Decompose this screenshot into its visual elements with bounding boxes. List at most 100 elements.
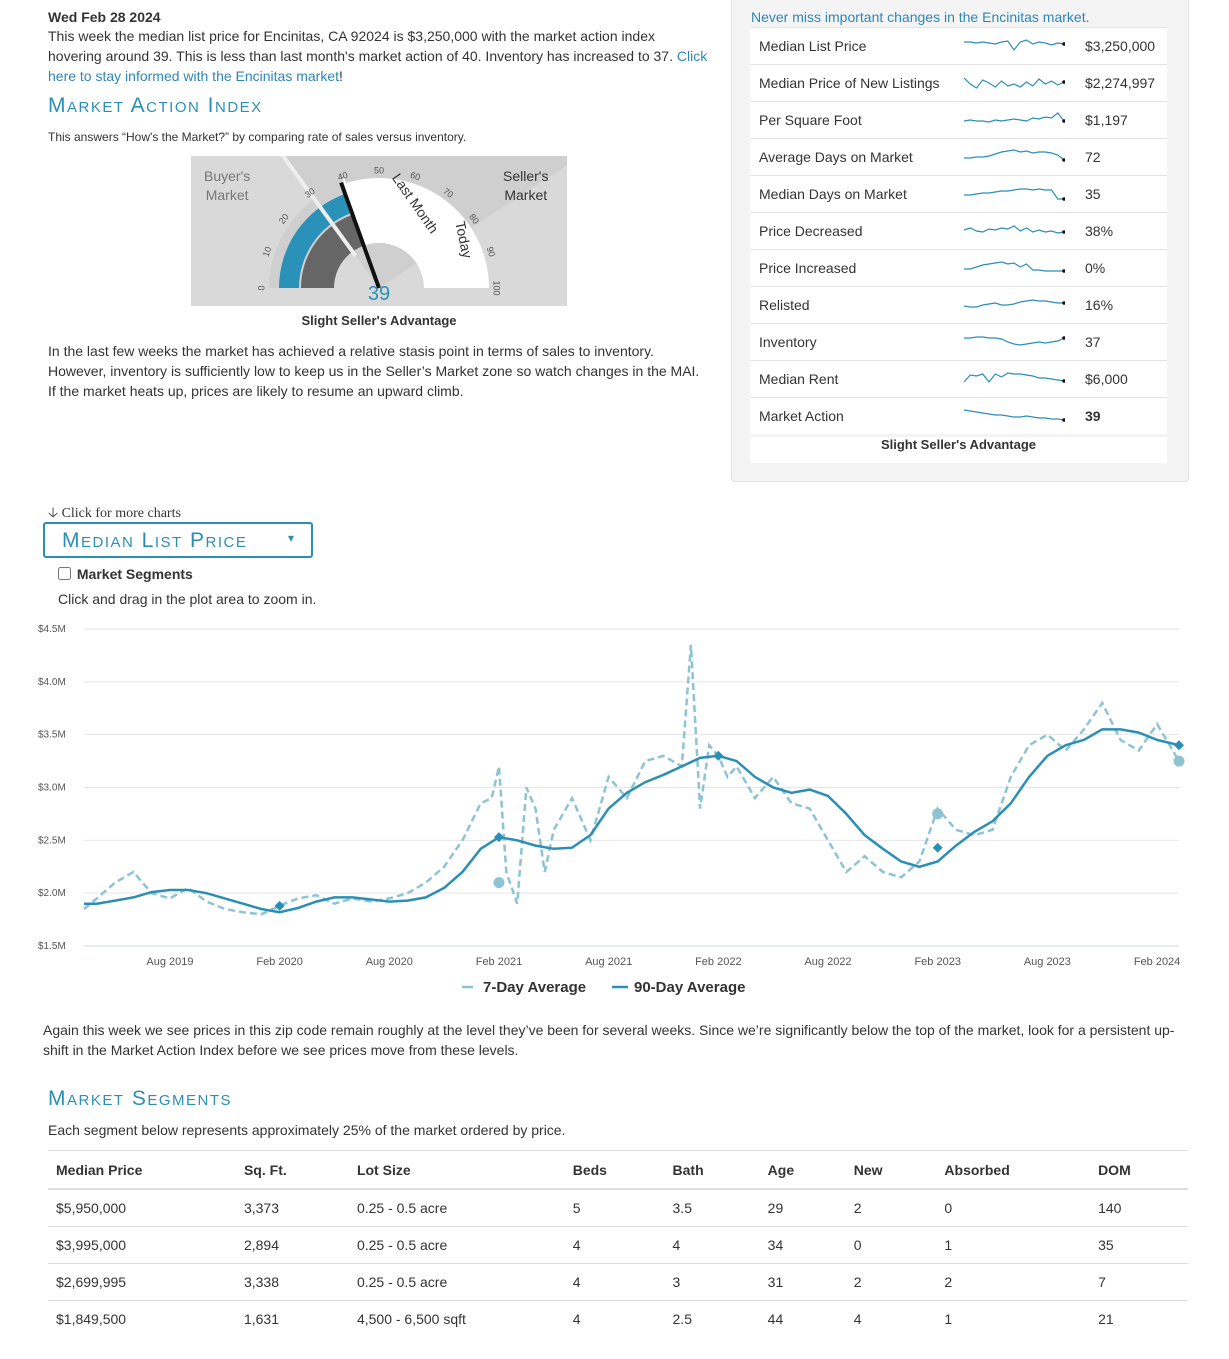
price-chart[interactable]: $4.5M $4.0M $3.5M $3.0M $2.5M $2.0M $1.5M Aug 2… (0, 615, 1229, 1010)
sparkline-dot (1062, 158, 1065, 162)
table-cell: $5,950,000 (48, 1188, 236, 1227)
stat-value: 72 (1085, 149, 1101, 165)
legend-90day-label: 90-Day Average (634, 979, 745, 996)
gauge-tick-label: 80 (467, 212, 481, 226)
stat-value: 38% (1085, 223, 1114, 239)
mai-subtitle: This answers “How's the Market?” by comp… (48, 130, 467, 144)
gauge-last-month-bar (301, 213, 366, 288)
x-tick-label: Feb 2021 (476, 956, 522, 968)
table-cell: 0 (936, 1188, 1091, 1227)
stat-value: $3,250,000 (1085, 38, 1156, 54)
sparkline (964, 188, 1065, 201)
table-cell: 4 (564, 1226, 665, 1264)
column-header: Lot Size (348, 1151, 565, 1190)
gauge-tick-label: 0 (256, 285, 266, 290)
sparkline-path (964, 149, 1065, 161)
stat-label: Median Price of New Listings (759, 75, 940, 91)
more-charts[interactable]: 🡣 Click for more charts (48, 502, 181, 526)
table-cell: 4 (664, 1226, 760, 1264)
table-cell: 3 (664, 1263, 760, 1301)
never-miss-link[interactable]: Never miss important changes in the Enci… (751, 9, 1090, 25)
stat-label: Median Rent (759, 371, 839, 387)
intro-text: This week the median list price for Enci… (48, 28, 677, 64)
series-90day-marker (274, 900, 285, 911)
sellers-label-line2: Market (504, 187, 548, 203)
stat-value: $6,000 (1085, 371, 1128, 387)
series-7day-marker (493, 877, 505, 889)
sparkline-path (963, 77, 1065, 89)
sparkline (964, 336, 1065, 346)
x-tick-label: Aug 2022 (804, 956, 851, 968)
segments-header-row: Median Price Sq. Ft. Lot Size Beds Bath Age Ne… (48, 1151, 1188, 1190)
chart-select-dropdown[interactable]: Median List Price ▾ (43, 522, 313, 558)
sparkline (964, 149, 1065, 162)
gauge-tick-label: 30 (303, 186, 317, 200)
stat-label: Per Square Foot (759, 112, 862, 128)
table-cell: 35 (1090, 1226, 1188, 1264)
column-header: Sq. Ft. (235, 1151, 349, 1190)
x-tick-label: Aug 2021 (585, 956, 632, 968)
table-cell: $2,699,995 (48, 1263, 236, 1301)
series-7day-marker (1173, 755, 1185, 767)
gauge-tick-label: 70 (441, 186, 455, 200)
stat-value: $2,274,997 (1085, 75, 1156, 91)
segments-checkbox[interactable] (58, 567, 71, 580)
table-cell: 140 (1090, 1188, 1188, 1227)
x-tick-label: Feb 2024 (1134, 956, 1180, 968)
table-cell: 44 (759, 1300, 846, 1337)
table-row: $3,995,000 2,894 0.25 - 0.5 acre 4 4 34 0 1 35 (48, 1226, 1188, 1264)
column-header: New (845, 1151, 937, 1190)
column-header: Bath (664, 1151, 760, 1190)
table-row: $5,950,000 3,373 0.25 - 0.5 acre 5 3.5 29 2 0 14… (48, 1188, 1188, 1227)
stat-row: Median Days on Market 35 (750, 175, 1167, 212)
side-footer-text: Slight Seller's Advantage (880, 437, 1037, 452)
x-tick-label: Aug 2023 (1024, 956, 1071, 968)
segments-subtitle: Each segment below represents approximat… (48, 1122, 566, 1138)
stat-label: Relisted (759, 297, 810, 313)
sparkline-dot (1062, 418, 1065, 422)
series-7day-marker (932, 808, 944, 820)
sparkline-path (963, 299, 1064, 308)
y-tick-label: $4.5M (38, 624, 66, 635)
table-cell: 0.25 - 0.5 acre (348, 1226, 565, 1264)
stat-row: Price Decreased 38% (750, 212, 1167, 249)
sparkline-dot (1062, 269, 1065, 273)
stat-value: 16% (1085, 297, 1114, 313)
gauge-today-label: Today (452, 220, 475, 260)
stay-informed-link[interactable]: Click here to stay informed with the Enc… (48, 48, 708, 84)
y-tick-label: $3.0M (38, 783, 66, 794)
sparkline-path (963, 372, 1065, 383)
table-cell: 1 (936, 1300, 1091, 1337)
sparkline-dot (1062, 379, 1065, 383)
stat-row: Market Action 39 (750, 397, 1167, 434)
stat-row: Median List Price $3,250,000 (750, 27, 1167, 64)
segments-toggle[interactable]: Market Segments (58, 566, 193, 582)
table-cell: 4 (564, 1263, 665, 1301)
gauge-needle (339, 181, 381, 289)
table-cell: 3.5 (664, 1188, 760, 1227)
table-cell: 0.25 - 0.5 acre (348, 1188, 565, 1227)
sparkline-dot (1062, 80, 1065, 84)
sparkline-path (963, 225, 1065, 234)
column-header: Absorbed (936, 1151, 1091, 1190)
sparkline (963, 77, 1065, 89)
table-cell: $1,849,500 (48, 1300, 236, 1337)
table-cell: 7 (1090, 1263, 1188, 1301)
y-tick-label: $2.0M (38, 888, 66, 899)
stat-row: Relisted 16% (750, 286, 1167, 323)
sparkline (963, 409, 1065, 422)
intro-suffix: ! (339, 68, 343, 84)
arrow-down-icon: 🡣 (48, 506, 59, 521)
gauge-tick-label: 20 (277, 212, 291, 226)
table-cell: 34 (759, 1226, 846, 1264)
series-7day-line (83, 644, 1181, 916)
table-cell: 2,894 (235, 1226, 349, 1264)
intro-block: Wed Feb 28 2024 This week the median lis… (48, 9, 708, 86)
chart-select-label: Median List Price (62, 529, 248, 552)
buyers-label-line1: Buyer's (204, 168, 251, 184)
table-cell: $3,995,000 (48, 1226, 236, 1264)
x-tick-label: Feb 2022 (695, 956, 741, 968)
table-cell: 31 (759, 1263, 846, 1301)
sparkline-path (964, 188, 1064, 200)
stat-value: 39 (1085, 408, 1101, 424)
